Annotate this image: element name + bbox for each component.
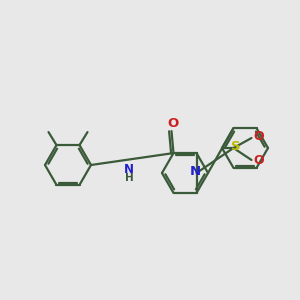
- Text: O: O: [253, 130, 264, 143]
- Text: N: N: [124, 163, 134, 176]
- Text: H: H: [125, 173, 134, 183]
- Text: O: O: [253, 154, 264, 167]
- Text: O: O: [167, 117, 178, 130]
- Text: S: S: [231, 140, 240, 154]
- Text: N: N: [190, 166, 201, 178]
